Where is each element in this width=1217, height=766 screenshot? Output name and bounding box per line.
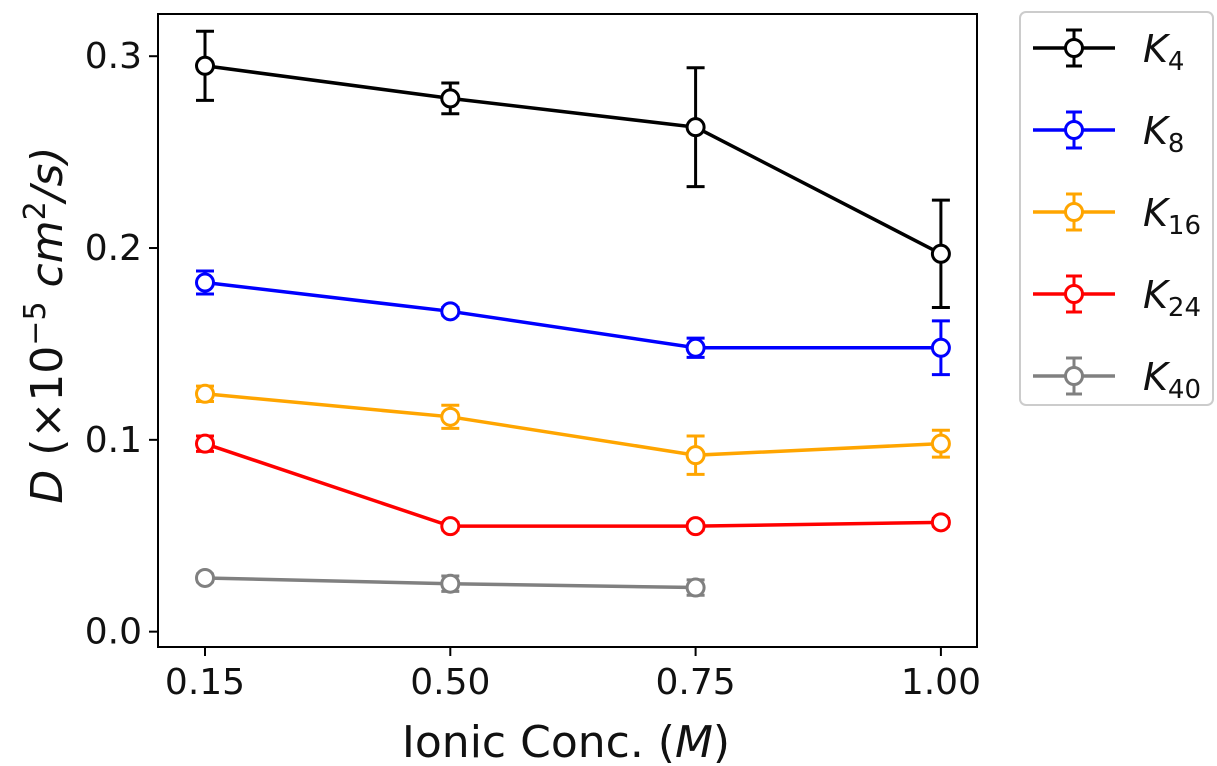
y-tick-label: 0.3 bbox=[85, 36, 142, 77]
series-line bbox=[204, 392, 941, 457]
data-point bbox=[685, 577, 706, 598]
series-K40 bbox=[195, 567, 706, 598]
legend-marker bbox=[1064, 284, 1084, 304]
legend-marker bbox=[1064, 38, 1084, 58]
series-K16 bbox=[195, 383, 951, 476]
legend-label: K24 bbox=[1143, 273, 1201, 323]
plot-area-border bbox=[157, 13, 978, 648]
data-point bbox=[440, 516, 461, 537]
legend-box bbox=[1019, 11, 1214, 406]
legend-entry-K24: K24 bbox=[1033, 273, 1201, 323]
data-point bbox=[930, 243, 951, 264]
data-point bbox=[930, 337, 951, 358]
legend: K4 K8 K16 K24 K40 bbox=[1019, 11, 1214, 406]
data-point bbox=[440, 88, 461, 109]
legend-marker bbox=[1064, 202, 1084, 222]
legend-label: K8 bbox=[1143, 109, 1184, 159]
legend-entry-K8: K8 bbox=[1033, 109, 1184, 159]
data-point bbox=[195, 55, 215, 76]
legend-marker bbox=[1064, 366, 1084, 386]
data-point bbox=[685, 337, 706, 358]
data-point bbox=[930, 433, 951, 454]
series-K24 bbox=[195, 433, 951, 537]
data-point bbox=[685, 445, 706, 466]
legend-label: K16 bbox=[1143, 191, 1201, 241]
y-tick-label: 0.1 bbox=[85, 420, 142, 461]
series-line bbox=[204, 280, 941, 350]
data-point bbox=[440, 573, 461, 594]
series-K8 bbox=[195, 269, 951, 377]
legend-entry-K4: K4 bbox=[1033, 27, 1184, 77]
x-tick-label: 0.15 bbox=[165, 662, 245, 703]
data-point bbox=[440, 301, 461, 322]
x-axis-label: Ionic Conc. (M) bbox=[402, 717, 730, 766]
plot-frame bbox=[157, 13, 978, 648]
data-point bbox=[195, 383, 215, 404]
series-line bbox=[204, 442, 941, 528]
ticks-group: 0.15 0.50 0.75 1.00 0.0 0.1 0.2 0.3 bbox=[85, 36, 981, 703]
data-point bbox=[685, 516, 706, 537]
y-axis-label: D (×10−5 cm2/s) bbox=[18, 146, 74, 503]
legend-entry-K16: K16 bbox=[1033, 191, 1201, 241]
legend-label: K4 bbox=[1143, 27, 1184, 77]
series-line bbox=[204, 64, 942, 256]
legend-entry-K40: K40 bbox=[1033, 355, 1201, 405]
data-point bbox=[440, 406, 461, 427]
data-point bbox=[930, 512, 951, 533]
data-point bbox=[195, 433, 215, 454]
series-group bbox=[195, 29, 951, 598]
x-tick-label: 0.75 bbox=[656, 662, 736, 703]
x-tick-label: 1.00 bbox=[901, 662, 981, 703]
series-K4 bbox=[195, 29, 951, 309]
y-tick-label: 0.0 bbox=[85, 612, 142, 653]
x-tick-label: 0.50 bbox=[410, 662, 490, 703]
legend-marker bbox=[1064, 120, 1084, 140]
data-point bbox=[195, 567, 215, 588]
data-point bbox=[195, 272, 215, 293]
y-tick-label: 0.2 bbox=[85, 228, 142, 269]
legend-label: K40 bbox=[1143, 355, 1201, 405]
data-point bbox=[685, 117, 706, 138]
